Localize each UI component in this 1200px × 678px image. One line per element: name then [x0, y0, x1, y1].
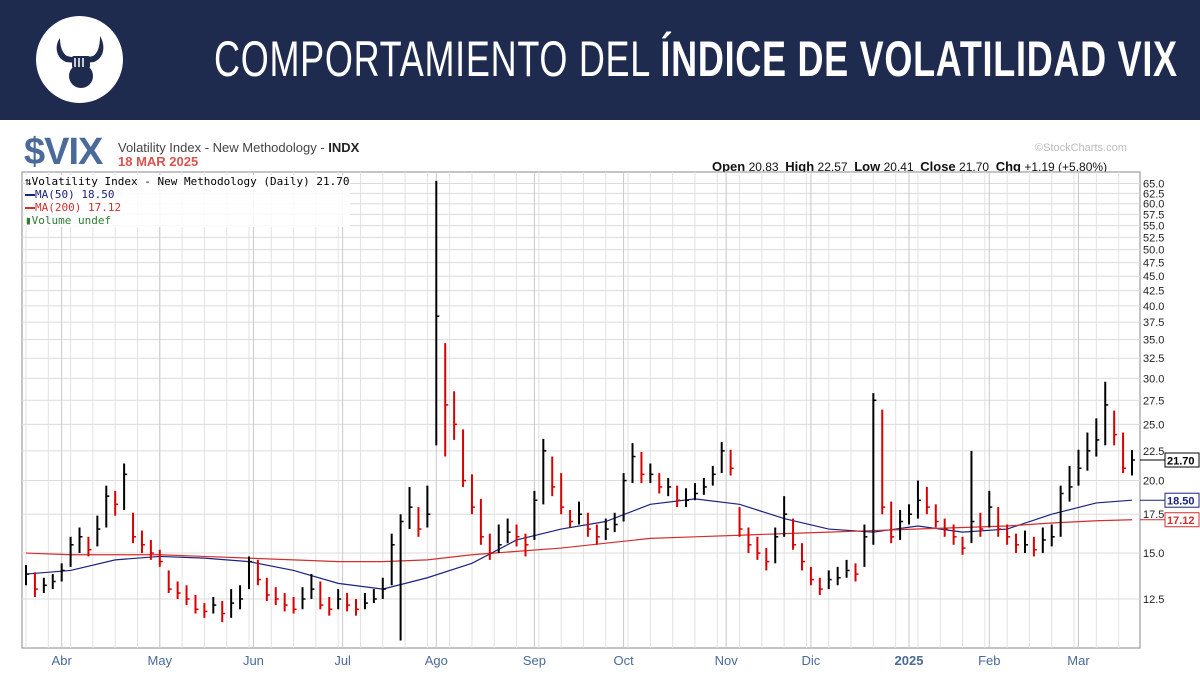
legend-volume: ▮Volume undef	[25, 214, 112, 227]
y-tick-label: 57.5	[1143, 209, 1164, 221]
legend-ma50: MA(50) 18.50	[25, 188, 350, 201]
y-tick-label: 35.0	[1143, 335, 1164, 347]
value-tag-label: 17.12	[1167, 515, 1195, 527]
x-tick-label: Feb	[978, 653, 1000, 668]
y-tick-label: 55.0	[1143, 221, 1164, 233]
copyright: ©StockCharts.com	[1035, 142, 1127, 154]
y-tick-label: 47.5	[1143, 258, 1164, 270]
x-tick-label: May	[148, 653, 173, 668]
y-tick-label: 32.5	[1143, 353, 1164, 365]
y-tick-label: 22.5	[1143, 446, 1164, 458]
bull-horns-fist-icon	[36, 16, 123, 103]
ticker-description: Volatility Index - New Methodology - IND…	[118, 140, 360, 155]
x-tick-label: 2025	[895, 653, 924, 668]
x-tick-label: Dic	[802, 653, 821, 668]
legend-main: ⇅Volatility Index - New Methodology (Dai…	[25, 175, 350, 188]
y-tick-label: 60.0	[1143, 199, 1164, 211]
x-tick-label: Nov	[715, 653, 739, 668]
value-tag-label: 21.70	[1167, 456, 1195, 468]
y-tick-label: 42.5	[1143, 286, 1164, 298]
ma-line-ma50	[25, 498, 1133, 590]
y-tick-label: 12.5	[1143, 594, 1164, 606]
y-tick-label: 62.5	[1143, 188, 1164, 200]
header-banner: COMPORTAMIENTO DEL ÍNDICE DE VOLATILIDAD…	[0, 0, 1200, 120]
y-tick-label: 15.0	[1143, 548, 1164, 560]
y-tick-label: 25.0	[1143, 419, 1164, 431]
y-tick-label: 40.0	[1143, 301, 1164, 313]
x-tick-label: Sep	[523, 653, 546, 668]
ticker-symbol: $VIX	[24, 131, 103, 173]
value-tag	[1164, 452, 1200, 468]
x-tick-label: Jul	[334, 653, 351, 668]
y-tick-label: 17.5	[1143, 509, 1164, 521]
legend-ma200: MA(200) 17.12	[25, 201, 350, 214]
chart-legend: ⇅Volatility Index - New Methodology (Dai…	[25, 175, 350, 227]
value-tag-label: 18.50	[1167, 496, 1195, 508]
x-tick-label: Ago	[425, 653, 448, 668]
x-tick-label: Jun	[243, 653, 264, 668]
y-tick-label: 20.0	[1143, 476, 1164, 488]
plot-area	[21, 171, 1141, 649]
value-tag	[1164, 492, 1200, 508]
y-tick-label: 65.0	[1143, 179, 1164, 191]
ohlc-summary: Open 20.83 High 22.57 Low 20.41 Close 21…	[712, 159, 1108, 174]
y-tick-label: 45.0	[1143, 271, 1164, 283]
y-tick-label: 30.0	[1143, 373, 1164, 385]
x-tick-label: Oct	[613, 653, 634, 668]
y-tick-label: 50.0	[1143, 245, 1164, 257]
x-tick-label: Mar	[1067, 653, 1090, 668]
chart-date: 18 MAR 2025	[118, 154, 199, 169]
y-tick-label: 27.5	[1143, 395, 1164, 407]
page-title: COMPORTAMIENTO DEL ÍNDICE DE VOLATILIDAD…	[214, 31, 1178, 87]
value-tag	[1164, 512, 1200, 528]
ma-line-ma200	[25, 519, 1133, 563]
y-tick-label: 37.5	[1143, 317, 1164, 329]
x-tick-label: Abr	[52, 653, 73, 668]
y-tick-label: 52.5	[1143, 232, 1164, 244]
